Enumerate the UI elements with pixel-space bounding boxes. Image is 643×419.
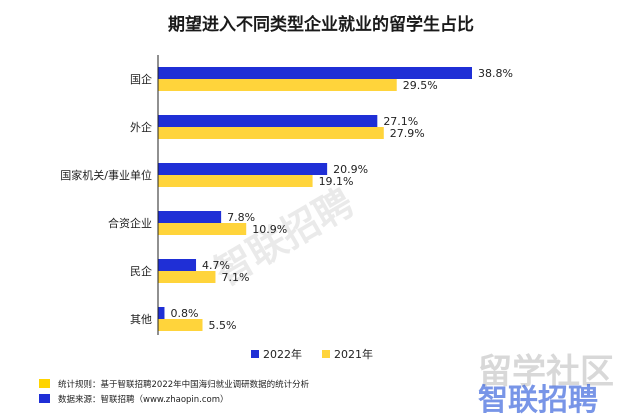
bars-group: 国企 38.8% 29.5% 外企 27.1%27.9% 国家机关/事业单位 20.9%19… xyxy=(60,67,513,332)
bar-2022 xyxy=(158,259,197,271)
chart-title: 期望进入不同类型企业就业的留学生占比 xyxy=(168,14,474,35)
bar-2021 xyxy=(158,175,313,187)
value-label: 19.1% xyxy=(319,175,354,188)
legend-swatch-2022 xyxy=(251,350,259,358)
footnote-rule: 统计规则：基于智联招聘2022年中国海归就业调研数据的统计分析 xyxy=(58,379,310,390)
value-label: 4.7% xyxy=(202,259,230,272)
bar-2021 xyxy=(158,79,397,91)
value-label: 7.1% xyxy=(221,271,249,284)
footnote-marker-blue xyxy=(39,394,50,403)
value-label: 20.9% xyxy=(333,163,368,176)
value-label: 5.5% xyxy=(209,319,237,332)
bar-2021 xyxy=(158,271,216,283)
bar-2022 xyxy=(158,163,328,175)
value-label: 7.8% xyxy=(227,211,255,224)
footnote-marker-yellow xyxy=(39,379,50,388)
category-label: 其他 xyxy=(130,313,152,326)
value-label: 0.8% xyxy=(170,307,198,320)
value-label: 27.9% xyxy=(390,127,425,140)
legend-label-2021: 2021年 xyxy=(334,347,373,361)
category-label: 民企 xyxy=(130,264,152,278)
footnote-source: 数据来源：智联招聘（www.zhaopin.com） xyxy=(58,394,229,405)
category-label: 国企 xyxy=(130,72,152,86)
category-label: 合资企业 xyxy=(108,216,152,230)
value-label: 27.1% xyxy=(383,115,418,128)
bar-2022 xyxy=(158,67,472,79)
watermark-community: 留学社区 xyxy=(478,352,614,392)
value-label: 10.9% xyxy=(252,223,287,236)
bar-2022 xyxy=(158,211,222,223)
legend-label-2022: 2022年 xyxy=(263,347,302,361)
category-label: 外企 xyxy=(130,120,152,134)
bar-2021 xyxy=(158,127,384,139)
category-label: 国家机关/事业单位 xyxy=(60,168,152,182)
bar-2021 xyxy=(158,319,203,331)
bar-2022 xyxy=(158,307,165,319)
bar-2022 xyxy=(158,115,378,127)
watermark-zhaopin: 智联招聘 xyxy=(478,383,598,418)
value-label: 29.5% xyxy=(403,79,438,92)
value-label: 38.8% xyxy=(478,67,513,80)
legend-swatch-2021 xyxy=(322,350,330,358)
bar-2021 xyxy=(158,223,247,235)
